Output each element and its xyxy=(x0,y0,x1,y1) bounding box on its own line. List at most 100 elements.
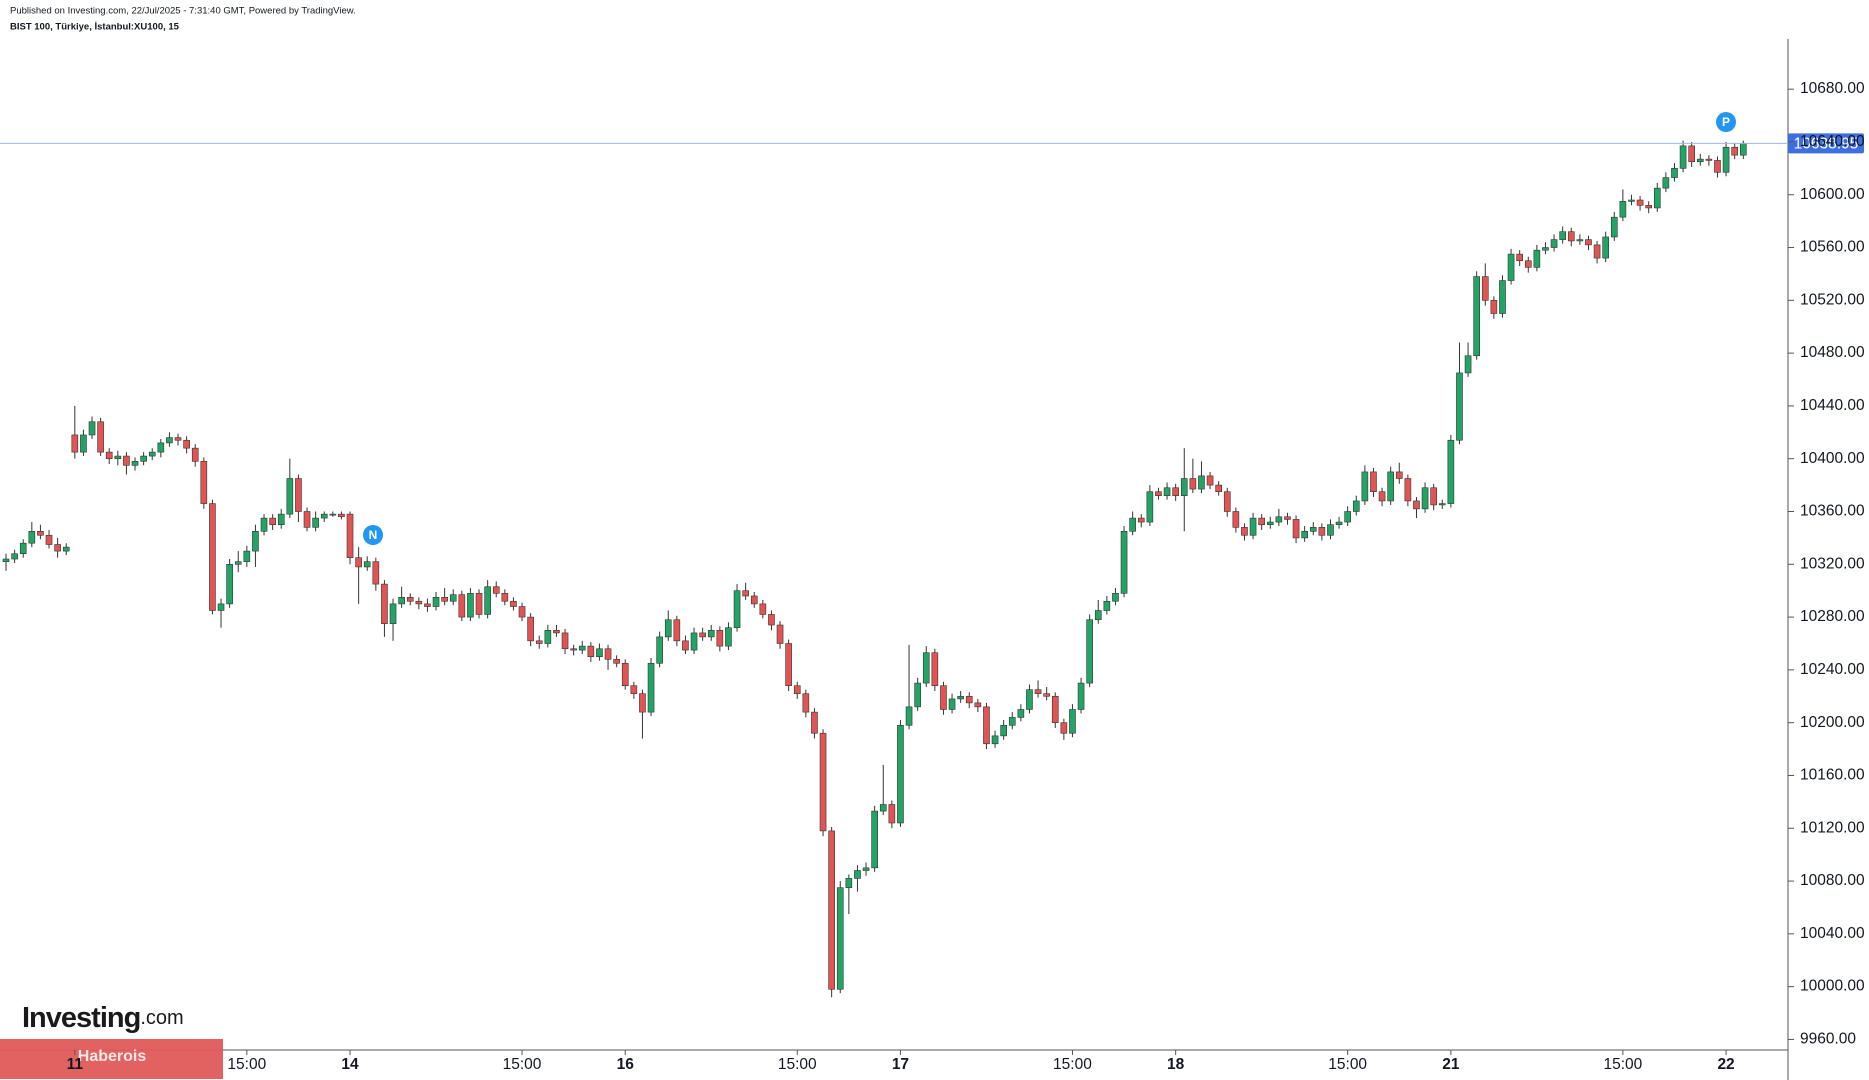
candle-body xyxy=(613,659,620,664)
candle-body xyxy=(1146,491,1154,523)
candle-body xyxy=(200,461,208,504)
candle-body xyxy=(1671,168,1678,178)
candle-body xyxy=(664,619,672,638)
x-tick-label: 16 xyxy=(617,1056,635,1073)
x-tick-label: 15:00 xyxy=(227,1056,266,1073)
candle-body xyxy=(114,455,122,460)
candle-body xyxy=(1507,253,1515,281)
candle-body xyxy=(639,693,646,713)
candle-body xyxy=(1731,146,1738,156)
candle-body xyxy=(71,434,79,453)
candle-body xyxy=(931,652,939,687)
candle-body xyxy=(957,695,964,700)
candle-body xyxy=(1077,682,1085,710)
logo-name: Investing xyxy=(22,1002,140,1034)
candle-body xyxy=(1413,500,1420,510)
candle-body xyxy=(209,503,216,611)
candle-body xyxy=(269,517,276,526)
x-tick-label: 22 xyxy=(1717,1056,1734,1073)
candle-body xyxy=(80,434,87,453)
candle-body xyxy=(1585,239,1592,246)
candle-body xyxy=(1163,487,1171,496)
candle-body xyxy=(1679,145,1687,169)
header-note: Published on Investing.com, 22/Jul/2025 … xyxy=(10,6,356,17)
candle-body xyxy=(1395,471,1403,479)
candle-body xyxy=(1232,511,1240,528)
candle-body xyxy=(1696,158,1704,163)
y-tick-label: 10080.00 xyxy=(1800,872,1865,889)
candle-body xyxy=(191,447,199,462)
candle-body xyxy=(1352,500,1360,512)
candle-body xyxy=(1034,689,1042,694)
candle-body xyxy=(716,629,724,647)
candle-body xyxy=(1026,689,1033,710)
candle-body xyxy=(123,455,130,466)
candle-body xyxy=(54,544,61,552)
x-tick-label: 14 xyxy=(341,1056,359,1073)
x-tick-label: 15:00 xyxy=(503,1056,542,1073)
candle-body xyxy=(217,603,225,611)
candle-body xyxy=(647,662,655,713)
candle-body xyxy=(501,593,509,602)
x-tick-label: 15:00 xyxy=(1328,1056,1367,1073)
candle-body xyxy=(742,590,749,597)
candle-body xyxy=(535,640,543,644)
x-tick-label: 21 xyxy=(1442,1056,1460,1073)
event-marker xyxy=(1716,112,1736,132)
candle-body xyxy=(1473,276,1480,357)
y-tick-label: 10280.00 xyxy=(1800,608,1865,625)
candle-body xyxy=(1653,187,1661,209)
candle-body xyxy=(1593,244,1601,259)
candle-body xyxy=(1610,216,1618,238)
event-marker xyxy=(363,525,383,545)
candle-body xyxy=(1490,300,1498,314)
candle-body xyxy=(372,561,380,585)
candle-body xyxy=(1086,619,1093,684)
event-marker-label: N xyxy=(369,528,378,542)
y-tick-label: 10320.00 xyxy=(1800,555,1865,572)
candle-body xyxy=(1662,177,1670,189)
candle-body xyxy=(561,632,569,650)
candle-body xyxy=(252,531,259,552)
candle-body xyxy=(1645,205,1652,209)
candle-body xyxy=(897,725,904,824)
candle-body xyxy=(484,586,491,615)
candle-body xyxy=(166,437,173,444)
y-tick-label: 10640.00 xyxy=(1800,133,1865,150)
candle-body xyxy=(1456,372,1463,441)
candle-body xyxy=(1172,487,1179,496)
y-tick-label: 10040.00 xyxy=(1800,925,1865,942)
watermark-banner xyxy=(0,1039,223,1079)
candle-body xyxy=(544,629,552,644)
candle-body xyxy=(570,648,577,651)
candle-body xyxy=(1008,717,1016,726)
y-tick-label: 10400.00 xyxy=(1800,450,1865,467)
candle-body xyxy=(226,563,233,605)
candle-body xyxy=(441,596,448,602)
candle-body xyxy=(148,451,156,457)
candle-body xyxy=(733,590,741,628)
candle-body xyxy=(381,583,388,624)
candle-body xyxy=(1000,725,1007,737)
candle-body xyxy=(37,531,44,536)
candle-body xyxy=(363,561,371,568)
candle-body xyxy=(750,595,758,605)
candle-body xyxy=(11,553,18,560)
candle-body xyxy=(578,645,586,651)
candle-body xyxy=(62,546,70,552)
candle-body xyxy=(811,711,818,734)
candle-body xyxy=(604,648,612,660)
candle-body xyxy=(424,603,431,607)
candle-body xyxy=(1129,517,1136,532)
x-tick-label: 17 xyxy=(892,1056,909,1073)
y-tick-label: 10600.00 xyxy=(1800,186,1865,203)
candle-body xyxy=(260,517,268,532)
candle-body xyxy=(871,810,878,869)
candle-body xyxy=(1516,253,1523,262)
y-tick-label: 10480.00 xyxy=(1800,344,1865,361)
candle-body xyxy=(1344,511,1351,523)
candle-body xyxy=(329,513,337,516)
candle-body xyxy=(1284,516,1291,520)
candle-body xyxy=(905,706,913,726)
